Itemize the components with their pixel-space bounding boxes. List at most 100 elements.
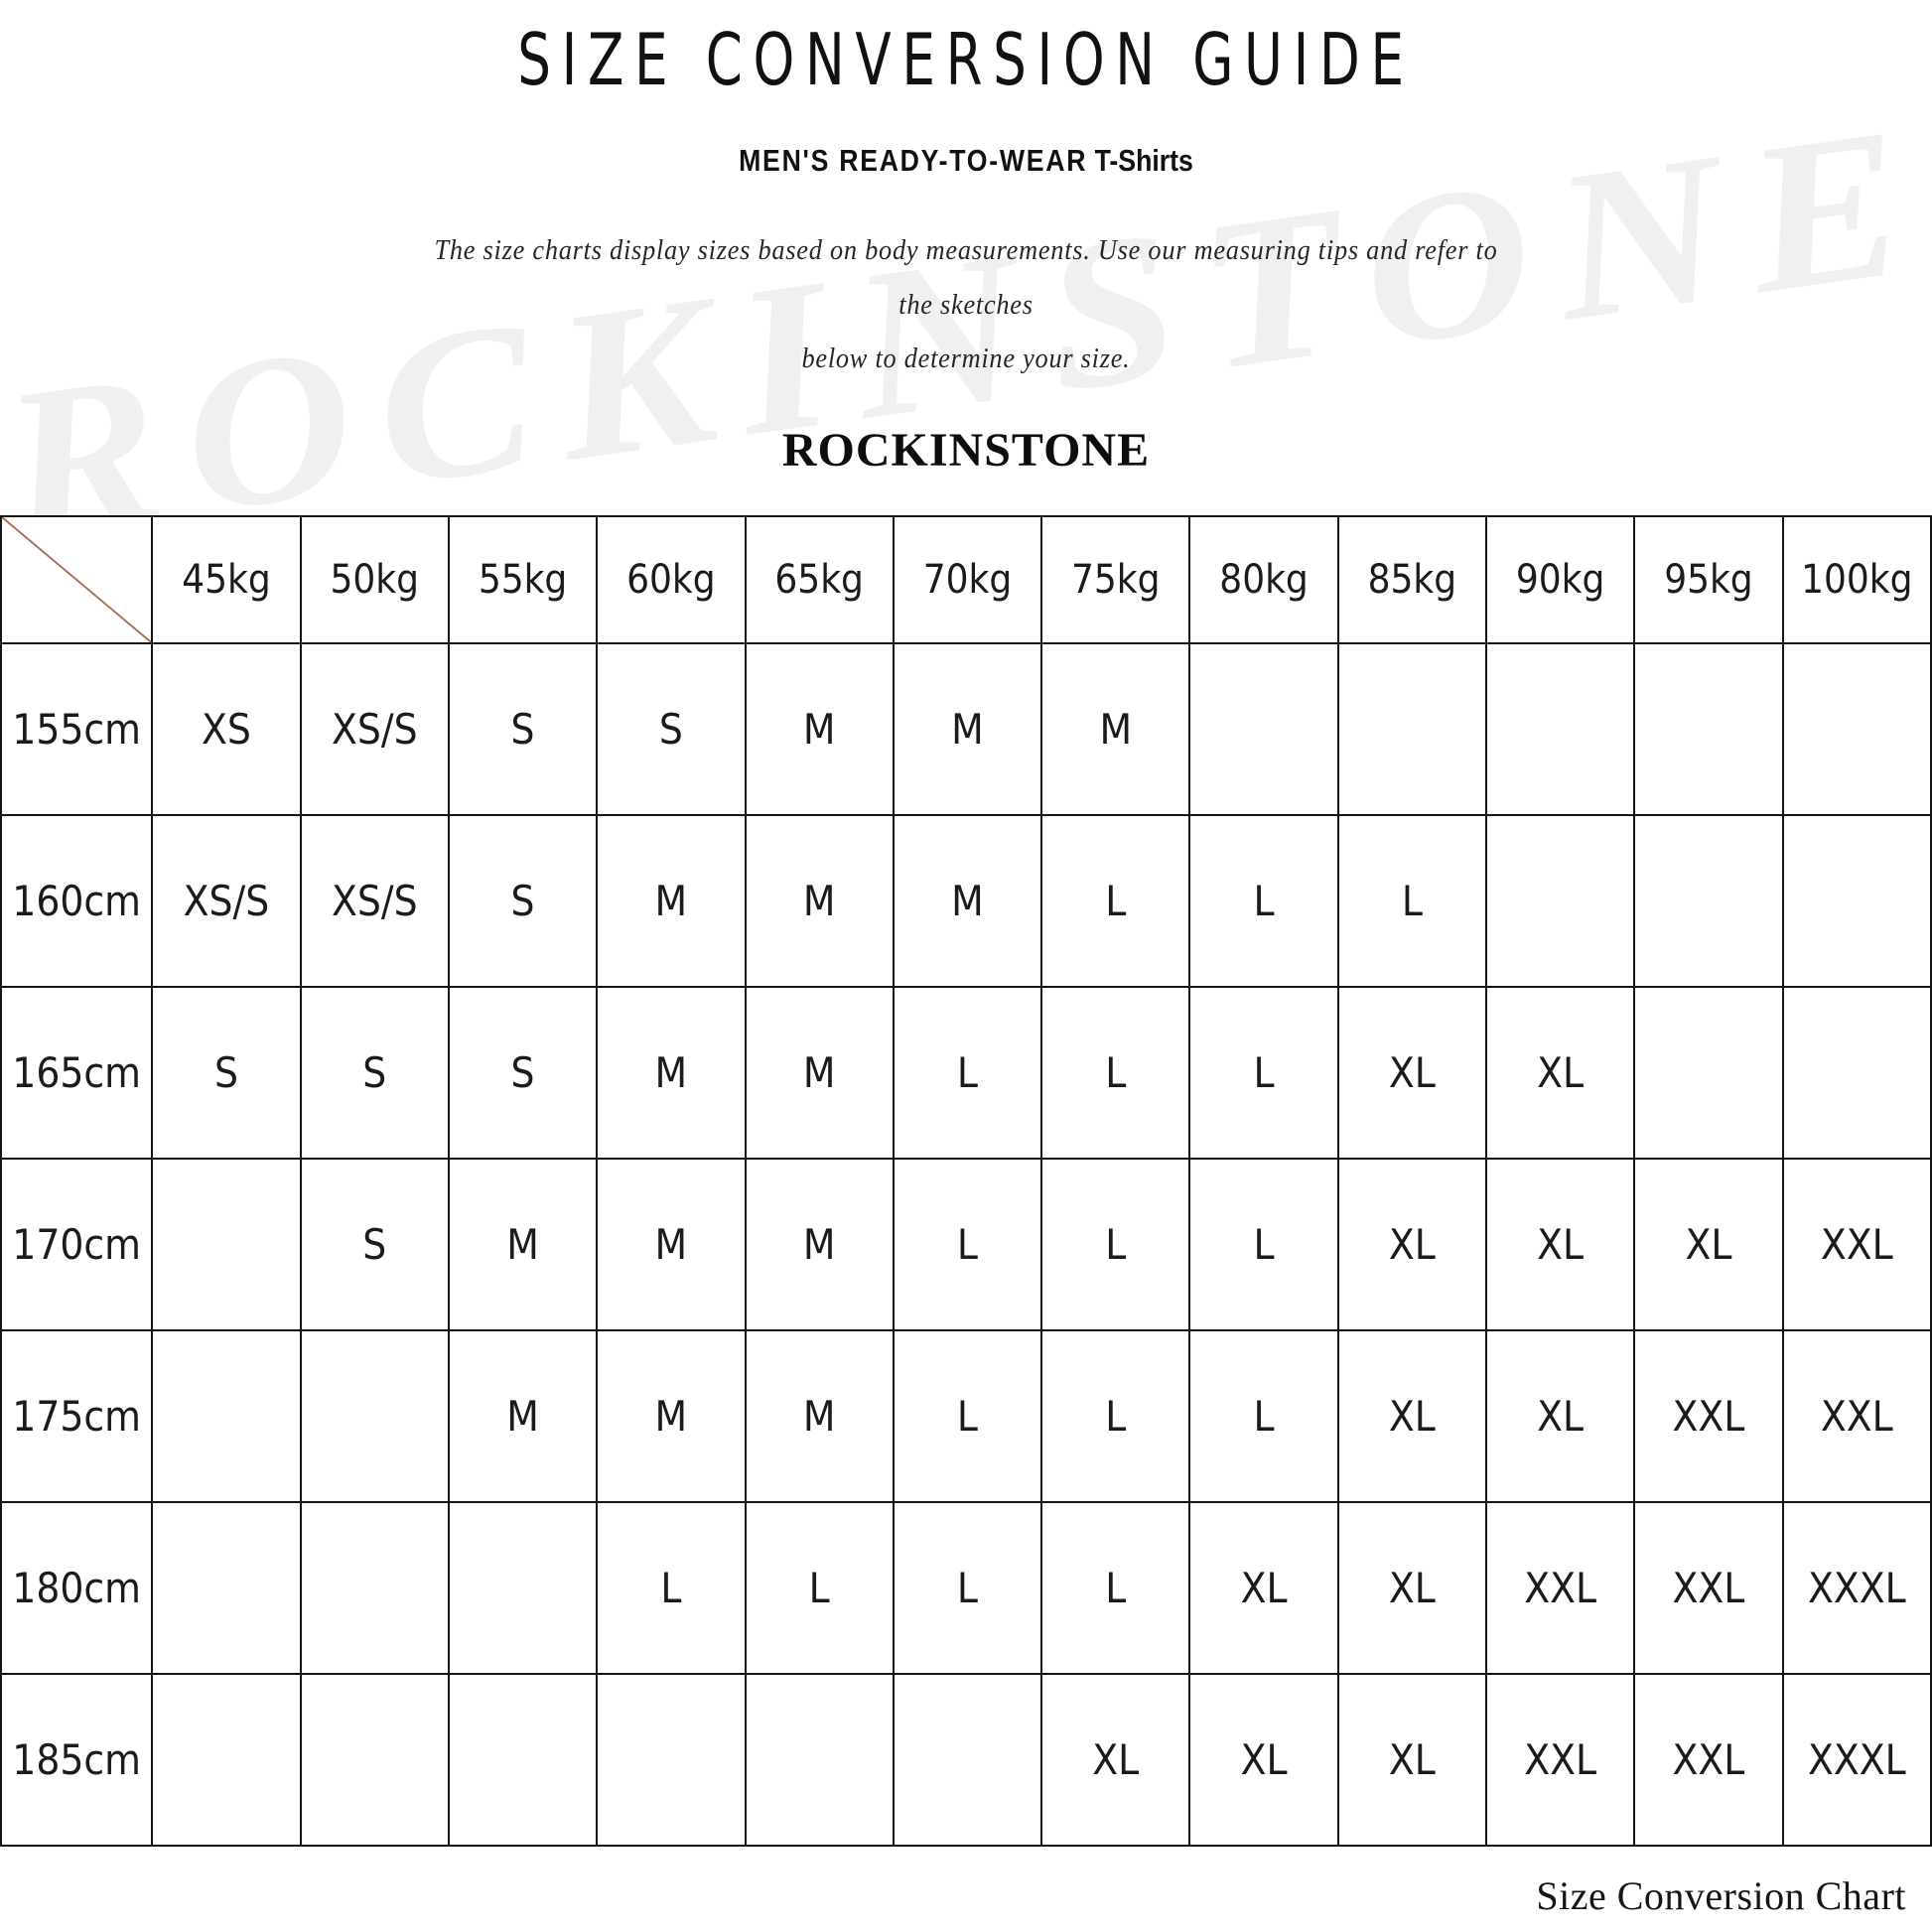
column-header-90kg: 90kg: [1484, 514, 1636, 644]
size-cell-160cm-85kg: L: [1336, 813, 1487, 988]
size-cell-180cm-45kg: [151, 1500, 302, 1675]
size-cell-155cm-50kg: XS/S: [299, 641, 450, 816]
size-cell-185cm-45kg: [151, 1672, 302, 1847]
size-cell-180cm-75kg: L: [1040, 1500, 1191, 1675]
size-cell-160cm-70kg: M: [892, 813, 1043, 988]
size-conversion-table: 45kg 50kg 55kg 60kg 65kg 70kg 75kg 80kg 85kg 90kg…: [0, 514, 1932, 1847]
column-header-60kg: 60kg: [596, 514, 747, 644]
size-cell-170cm-85kg: XL: [1336, 1157, 1487, 1331]
size-cell-170cm-55kg: M: [447, 1157, 599, 1331]
size-cell-180cm-100kg: XXXL: [1781, 1500, 1932, 1675]
size-cell-185cm-80kg: XL: [1188, 1672, 1339, 1847]
size-cell-170cm-50kg: S: [299, 1157, 450, 1331]
size-cell-175cm-50kg: [299, 1328, 450, 1503]
size-cell-175cm-70kg: L: [892, 1328, 1043, 1503]
size-cell-160cm-80kg: L: [1188, 813, 1339, 988]
column-header-80kg: 80kg: [1188, 514, 1339, 644]
size-cell-175cm-75kg: L: [1040, 1328, 1191, 1503]
size-cell-180cm-80kg: XL: [1188, 1500, 1339, 1675]
size-cell-170cm-75kg: L: [1040, 1157, 1191, 1331]
row-header-185cm: 185cm: [0, 1672, 154, 1847]
column-header-70kg: 70kg: [892, 514, 1043, 644]
size-cell-160cm-90kg: [1484, 813, 1636, 988]
table-row: 155cm XS XS/S S S M M M: [0, 641, 1932, 816]
size-cell-180cm-50kg: [299, 1500, 450, 1675]
size-cell-175cm-65kg: M: [744, 1328, 895, 1503]
column-header-100kg: 100kg: [1781, 514, 1932, 644]
size-cell-180cm-55kg: [447, 1500, 599, 1675]
size-cell-170cm-90kg: XL: [1484, 1157, 1636, 1331]
size-cell-180cm-70kg: L: [892, 1500, 1043, 1675]
size-cell-165cm-95kg: [1633, 985, 1784, 1160]
size-cell-170cm-60kg: M: [596, 1157, 747, 1331]
size-cell-165cm-85kg: XL: [1336, 985, 1487, 1160]
size-cell-170cm-80kg: L: [1188, 1157, 1339, 1331]
table-row: 165cm S S S M M L L L XL XL: [0, 985, 1932, 1160]
row-header-180cm: 180cm: [0, 1500, 154, 1675]
footer-caption: Size Conversion Chart: [1536, 1872, 1906, 1918]
size-cell-185cm-65kg: [744, 1672, 895, 1847]
size-cell-175cm-100kg: XXL: [1781, 1328, 1932, 1503]
row-header-160cm: 160cm: [0, 813, 154, 988]
size-cell-175cm-95kg: XXL: [1633, 1328, 1784, 1503]
size-cell-165cm-45kg: S: [151, 985, 302, 1160]
size-cell-185cm-100kg: XXXL: [1781, 1672, 1932, 1847]
size-cell-160cm-50kg: XS/S: [299, 813, 450, 988]
size-cell-160cm-65kg: M: [744, 813, 895, 988]
size-cell-155cm-60kg: S: [596, 641, 747, 816]
size-cell-170cm-45kg: [151, 1157, 302, 1331]
size-cell-185cm-85kg: XL: [1336, 1672, 1487, 1847]
size-cell-155cm-45kg: XS: [151, 641, 302, 816]
row-header-175cm: 175cm: [0, 1328, 154, 1503]
size-cell-165cm-90kg: XL: [1484, 985, 1636, 1160]
row-header-155cm: 155cm: [0, 641, 154, 816]
size-table-container: 45kg 50kg 55kg 60kg 65kg 70kg 75kg 80kg 85kg 90kg…: [0, 514, 1932, 1847]
column-header-50kg: 50kg: [299, 514, 450, 644]
size-cell-160cm-55kg: S: [447, 813, 599, 988]
size-cell-155cm-95kg: [1633, 641, 1784, 816]
size-cell-165cm-60kg: M: [596, 985, 747, 1160]
table-row: 160cm XS/S XS/S S M M M L L L: [0, 813, 1932, 988]
table-header-row: 45kg 50kg 55kg 60kg 65kg 70kg 75kg 80kg 85kg 90kg…: [0, 514, 1932, 644]
size-cell-155cm-100kg: [1781, 641, 1932, 816]
size-cell-185cm-75kg: XL: [1040, 1672, 1191, 1847]
column-header-65kg: 65kg: [744, 514, 895, 644]
size-cell-160cm-45kg: XS/S: [151, 813, 302, 988]
row-header-165cm: 165cm: [0, 985, 154, 1160]
size-cell-160cm-95kg: [1633, 813, 1784, 988]
size-cell-155cm-90kg: [1484, 641, 1636, 816]
size-cell-185cm-60kg: [596, 1672, 747, 1847]
description-text: The size charts display sizes based on b…: [434, 179, 1498, 387]
size-cell-165cm-70kg: L: [892, 985, 1043, 1160]
size-cell-165cm-100kg: [1781, 985, 1932, 1160]
size-cell-175cm-90kg: XL: [1484, 1328, 1636, 1503]
table-row: 185cm XL XL XL XXL XXL XXXL: [0, 1672, 1932, 1847]
column-header-45kg: 45kg: [151, 514, 302, 644]
table-body: 155cm XS XS/S S S M M M 160cm XS/S XS/S S M M M L L L 165c…: [0, 641, 1932, 1847]
size-cell-180cm-85kg: XL: [1336, 1500, 1487, 1675]
size-cell-160cm-60kg: M: [596, 813, 747, 988]
size-cell-165cm-55kg: S: [447, 985, 599, 1160]
size-cell-180cm-60kg: L: [596, 1500, 747, 1675]
page-title: SIZE CONVERSION GUIDE: [517, 18, 1415, 101]
row-header-170cm: 170cm: [0, 1157, 154, 1331]
table-row: 175cm M M M L L L XL XL XXL XXL: [0, 1328, 1932, 1503]
table-row: 180cm L L L L XL XL XXL XXL XXXL: [0, 1500, 1932, 1675]
size-cell-185cm-55kg: [447, 1672, 599, 1847]
corner-diagonal-cell: [0, 514, 154, 644]
size-cell-155cm-75kg: M: [1040, 641, 1191, 816]
size-cell-180cm-65kg: L: [744, 1500, 895, 1675]
description-line-1: The size charts display sizes based on b…: [434, 235, 1498, 321]
table-row: 170cm S M M M L L L XL XL XL XXL: [0, 1157, 1932, 1331]
size-cell-155cm-85kg: [1336, 641, 1487, 816]
table-head: 45kg 50kg 55kg 60kg 65kg 70kg 75kg 80kg 85kg 90kg…: [0, 514, 1932, 644]
column-header-55kg: 55kg: [447, 514, 599, 644]
size-cell-185cm-70kg: [892, 1672, 1043, 1847]
size-cell-155cm-80kg: [1188, 641, 1339, 816]
page-subtitle: MEN'S READY-TO-WEAR T-Shirts: [135, 101, 1797, 179]
size-cell-155cm-55kg: S: [447, 641, 599, 816]
column-header-95kg: 95kg: [1633, 514, 1784, 644]
column-header-75kg: 75kg: [1040, 514, 1191, 644]
size-cell-185cm-50kg: [299, 1672, 450, 1847]
